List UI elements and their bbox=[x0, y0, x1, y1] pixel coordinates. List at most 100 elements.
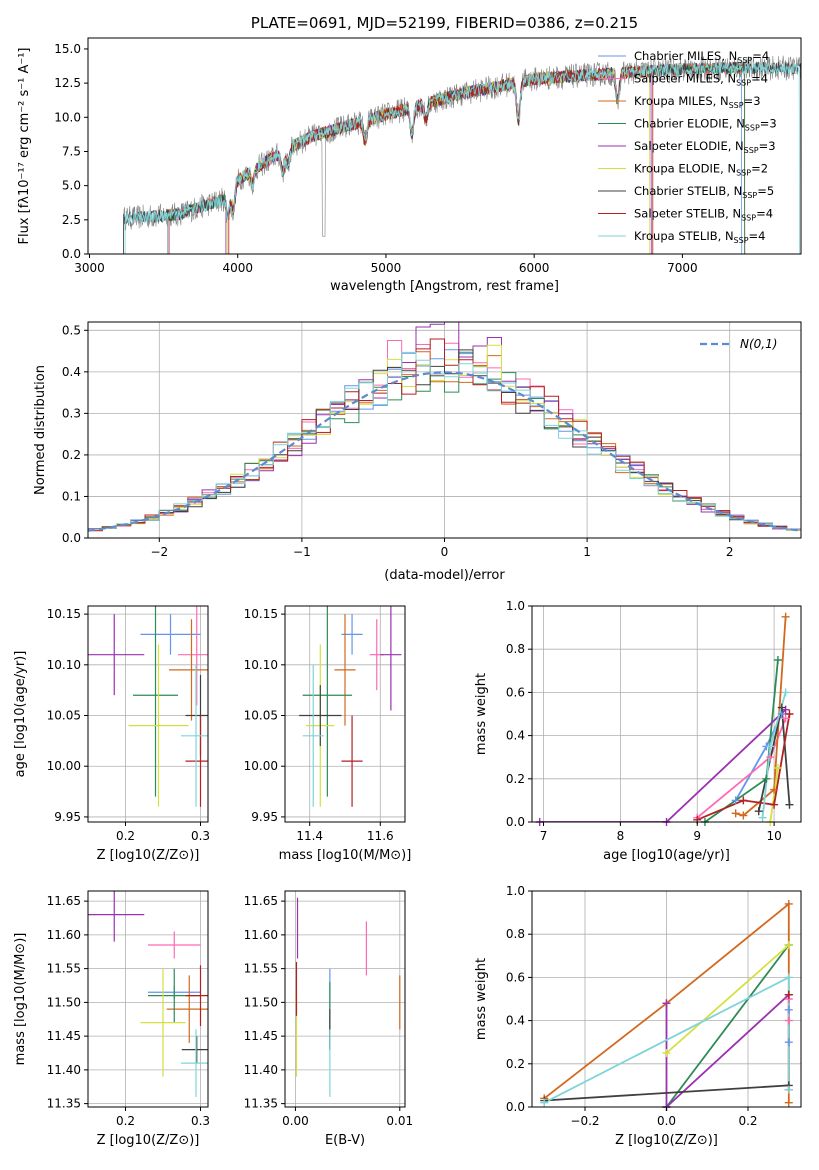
panel8-frame bbox=[531, 890, 802, 1108]
legend-entry-library: Kroupa MILES bbox=[634, 94, 713, 108]
panel6-xtick-label: 0.3 bbox=[191, 1114, 210, 1128]
panel6-frame bbox=[87, 890, 209, 1108]
panel4-plot-area bbox=[299, 606, 402, 807]
legend-entry-library: Kroupa STELIB bbox=[634, 229, 718, 243]
panel2-frame bbox=[87, 321, 802, 539]
mass-weight-marker bbox=[773, 656, 782, 664]
panel2-plot-area bbox=[88, 322, 801, 532]
legend-entry-nsub: SSP bbox=[736, 169, 751, 178]
panel5-ylabel: mass weight bbox=[474, 673, 489, 755]
legend-entry-nssp: 5 bbox=[767, 184, 774, 198]
panel2: N(0,1) −2 −1 0 1 2 0.0 0.1 0.2 0.3 0.4 0.5 (data-mod… bbox=[33, 321, 802, 583]
mass-weight-marker bbox=[731, 809, 740, 818]
panel1-ytick-label: 15.0 bbox=[54, 42, 81, 56]
legend-entry: Salpeter ELODIE, NSSP=3 bbox=[634, 139, 776, 155]
panel8-ytick-label: 0.8 bbox=[506, 927, 525, 941]
panel2-ytick-label: 0.4 bbox=[62, 365, 81, 379]
mass-weight-marker bbox=[773, 764, 782, 772]
legend-entry-nprefix: N bbox=[732, 207, 741, 221]
panel5-ytick-label: 0.2 bbox=[506, 772, 525, 786]
mass-weight-marker bbox=[784, 941, 793, 949]
panel5-xtick-label: 10 bbox=[766, 829, 781, 843]
panel7-frame bbox=[284, 890, 406, 1108]
panel8-ytick-label: 0.2 bbox=[506, 1057, 525, 1071]
legend-entry-nsub: SSP bbox=[742, 191, 757, 200]
legend-entry-eq: = bbox=[749, 229, 759, 243]
legend-entry-nsub: SSP bbox=[744, 146, 759, 155]
panel8-ytick-label: 0.6 bbox=[506, 970, 525, 984]
panel6-ytick-label: 11.65 bbox=[47, 894, 81, 908]
panel8-xlabel: Z [log10(Z/Z⊙)] bbox=[615, 1133, 718, 1148]
panel7-xlabel: E(B-V) bbox=[325, 1133, 365, 1148]
mass-weight-marker bbox=[766, 742, 775, 751]
mass-weight-marker bbox=[662, 1049, 671, 1057]
legend-entry-eq: = bbox=[759, 139, 769, 153]
legend-entry-nsub: SSP bbox=[729, 101, 744, 110]
panel8-ytick-label: 0.4 bbox=[506, 1014, 525, 1028]
mass-weight-marker bbox=[784, 973, 793, 982]
panel8-ylabel: mass weight bbox=[474, 958, 489, 1040]
panel6-ytick-label: 11.60 bbox=[47, 928, 81, 942]
panel7-grid bbox=[285, 891, 405, 1107]
panel8-xtick-label: 0.0 bbox=[657, 1114, 676, 1128]
legend-entry-sep: , bbox=[720, 162, 727, 176]
legend-entry-eq: = bbox=[752, 49, 762, 63]
mass-weight-line bbox=[696, 713, 791, 821]
panel3: 0.2 0.3 9.95 10.00 10.05 10.10 10.15 Z [log10(Z… bbox=[13, 605, 210, 863]
panel1-xtick-label: 7000 bbox=[667, 261, 698, 275]
panel1-frame bbox=[87, 37, 802, 255]
panel6-grid bbox=[88, 891, 208, 1107]
panel1-ytick-label: 10.0 bbox=[54, 110, 81, 124]
panel2-ytick-label: 0.3 bbox=[62, 406, 81, 420]
legend-entry-eq: = bbox=[757, 184, 767, 198]
legend-entry-nssp: 3 bbox=[768, 139, 775, 153]
legend-entry-eq: = bbox=[744, 94, 754, 108]
panel1-ytick-label: 5.0 bbox=[62, 179, 81, 193]
residual-histogram bbox=[88, 349, 801, 530]
mass-weight-marker bbox=[784, 1016, 793, 1025]
panel7-ytick-label: 11.45 bbox=[244, 1029, 278, 1043]
panel2-xlabel: (data-model)/error bbox=[384, 568, 505, 583]
panel4-ytick-label: 10.15 bbox=[244, 607, 278, 621]
legend-entry-nprefix: N bbox=[736, 117, 745, 131]
mass-weight-marker bbox=[766, 753, 775, 762]
legend-entry-nprefix: N bbox=[720, 94, 729, 108]
mass-weight-marker bbox=[770, 800, 779, 809]
mass-weight-marker bbox=[777, 703, 786, 712]
mass-weight-marker bbox=[739, 796, 748, 805]
panel3-ytick-label: 10.00 bbox=[47, 759, 81, 773]
panel2-xtick-label: 0 bbox=[441, 545, 449, 559]
panel5-ytick-label: 0.6 bbox=[506, 685, 525, 699]
legend-entry-nprefix: N bbox=[734, 184, 743, 198]
mass-weight-marker bbox=[784, 1005, 793, 1014]
mass-weight-marker bbox=[781, 714, 790, 723]
legend-entry-library: Salpeter STELIB bbox=[634, 207, 725, 221]
legend-entry-eq: = bbox=[760, 117, 770, 131]
legend-entry-nsub: SSP bbox=[745, 124, 760, 133]
panel1: 3000 4000 5000 6000 7000 0.0 2.5 5.0 7.5 10.0 12.5… bbox=[17, 14, 802, 294]
mass-weight-line bbox=[539, 709, 787, 822]
panel6-ytick-label: 11.50 bbox=[47, 995, 81, 1009]
panel6-ytick-label: 11.40 bbox=[47, 1063, 81, 1077]
panel7-ytick-label: 11.35 bbox=[244, 1097, 278, 1111]
panel1-xtick-label: 5000 bbox=[371, 261, 402, 275]
panel5-frame bbox=[531, 605, 802, 823]
panel4-ytick-label: 10.05 bbox=[244, 709, 278, 723]
legend-entry-sep: , bbox=[728, 139, 735, 153]
legend-entry-sep: , bbox=[729, 117, 736, 131]
legend-entry-eq: = bbox=[756, 207, 766, 221]
panel7-xtick-label: 0.01 bbox=[386, 1114, 413, 1128]
panel1-ytick-label: 2.5 bbox=[62, 213, 81, 227]
panel5-xtick-label: 8 bbox=[617, 829, 625, 843]
panel8-xtick-label: 0.2 bbox=[738, 1114, 757, 1128]
panel6: 0.2 0.3 11.35 11.40 11.45 11.50 11.55 11.60 11.6… bbox=[13, 890, 210, 1148]
panel4-ytick-label: 10.00 bbox=[244, 759, 278, 773]
legend-entry-nsub: SSP bbox=[734, 236, 749, 245]
mass-weight-marker bbox=[784, 1098, 793, 1107]
panel2-xtick-label: 1 bbox=[583, 545, 591, 559]
mass-weight-marker bbox=[784, 899, 793, 908]
panel1-title: PLATE=0691, MJD=52199, FIBERID=0386, z=0… bbox=[251, 14, 638, 32]
legend-entry-library: Chabrier STELIB bbox=[634, 184, 726, 198]
